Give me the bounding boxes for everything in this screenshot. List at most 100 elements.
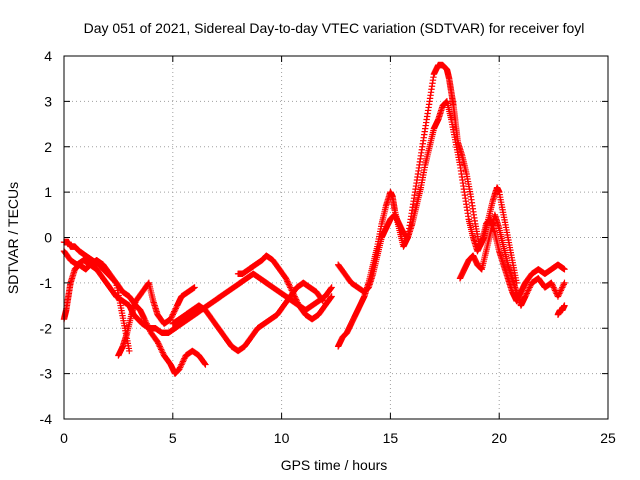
data-point bbox=[141, 315, 148, 323]
data-point bbox=[294, 299, 301, 306]
data-point bbox=[293, 297, 301, 305]
data-point bbox=[551, 287, 559, 294]
data-point bbox=[290, 291, 298, 299]
x-tick-label: 10 bbox=[274, 430, 290, 446]
x-tick-label: 0 bbox=[60, 430, 68, 446]
data-point bbox=[169, 311, 176, 318]
data-point bbox=[179, 358, 187, 365]
y-tick-label: 1 bbox=[44, 184, 52, 200]
tick-marks bbox=[63, 55, 609, 420]
data-point bbox=[202, 361, 209, 368]
data-point bbox=[159, 349, 166, 356]
data-point bbox=[555, 291, 562, 299]
data-point bbox=[292, 296, 300, 303]
y-axis-label: SDTVAR / TECUs bbox=[5, 182, 21, 294]
data-point bbox=[327, 294, 335, 301]
data-point bbox=[167, 315, 174, 323]
x-axis-label: GPS time / hours bbox=[281, 457, 388, 473]
data-point bbox=[527, 282, 534, 290]
data-point bbox=[561, 279, 568, 287]
data-point bbox=[319, 296, 326, 304]
data-point bbox=[156, 343, 163, 350]
data-point bbox=[559, 284, 566, 291]
data-point bbox=[561, 302, 568, 309]
x-tick-label: 20 bbox=[491, 430, 507, 446]
data-point bbox=[191, 284, 198, 291]
data-point bbox=[560, 281, 567, 288]
data-point bbox=[176, 365, 183, 373]
data-point bbox=[179, 359, 186, 367]
data-point bbox=[523, 290, 530, 297]
data-point bbox=[556, 288, 564, 296]
data-point bbox=[158, 347, 166, 355]
data-point bbox=[328, 284, 335, 291]
data-point bbox=[561, 266, 568, 273]
data-point bbox=[558, 285, 565, 293]
data-point bbox=[284, 279, 292, 287]
data-point bbox=[549, 282, 557, 290]
y-tick-label: -1 bbox=[40, 275, 53, 291]
y-tick-labels: 4 3 2 1 0 -1 -2 -3 -4 bbox=[40, 48, 53, 427]
y-tick-label: 4 bbox=[44, 48, 52, 64]
data-point bbox=[290, 290, 297, 297]
x-tick-label: 25 bbox=[600, 430, 616, 446]
data-point bbox=[327, 285, 335, 292]
data-point bbox=[154, 338, 161, 346]
data-point bbox=[522, 293, 529, 300]
data-point bbox=[556, 290, 563, 297]
data-point bbox=[524, 288, 531, 296]
data-points bbox=[60, 61, 568, 377]
data-point bbox=[168, 314, 175, 321]
data-point bbox=[548, 279, 555, 287]
data-point bbox=[282, 275, 290, 282]
y-tick-label: 0 bbox=[44, 230, 52, 246]
data-point bbox=[288, 287, 295, 294]
data-point bbox=[170, 309, 177, 317]
data-point bbox=[157, 344, 164, 352]
y-tick-label: -4 bbox=[40, 411, 53, 427]
data-point bbox=[201, 360, 208, 367]
data-point bbox=[286, 282, 293, 290]
data-point bbox=[171, 308, 178, 315]
data-point bbox=[284, 278, 291, 285]
x-tick-label: 15 bbox=[383, 430, 399, 446]
data-point bbox=[557, 287, 565, 294]
data-point bbox=[176, 364, 184, 371]
data-point bbox=[157, 346, 165, 353]
x-tick-label: 5 bbox=[169, 430, 177, 446]
data-point bbox=[155, 340, 162, 347]
data-point bbox=[548, 281, 556, 288]
data-point bbox=[559, 282, 567, 290]
data-point bbox=[180, 356, 187, 364]
x-tick-labels: 0 5 10 15 20 25 bbox=[60, 430, 616, 446]
y-tick-label: 2 bbox=[44, 139, 52, 155]
y-tick-label: -3 bbox=[40, 366, 53, 382]
y-tick-label: 3 bbox=[44, 93, 52, 109]
data-point bbox=[289, 288, 296, 296]
data-point bbox=[287, 285, 295, 293]
data-point bbox=[287, 284, 294, 291]
data-point bbox=[551, 285, 558, 293]
data-point bbox=[172, 305, 179, 312]
data-point bbox=[155, 341, 163, 349]
data-point bbox=[554, 293, 562, 300]
data-point bbox=[526, 284, 533, 291]
data-point bbox=[168, 312, 176, 320]
data-point bbox=[283, 276, 290, 284]
data-point bbox=[126, 347, 133, 355]
grid-layer bbox=[64, 56, 608, 419]
y-tick-label: -2 bbox=[40, 320, 53, 336]
chart-title: Day 051 of 2021, Sidereal Day-to-day VTE… bbox=[84, 20, 585, 36]
data-point bbox=[328, 293, 335, 300]
data-point bbox=[292, 294, 299, 302]
data-point bbox=[285, 281, 293, 288]
data-point bbox=[525, 285, 533, 293]
data-point bbox=[550, 284, 557, 291]
data-point bbox=[522, 291, 530, 299]
data-point bbox=[181, 355, 188, 362]
data-point bbox=[171, 306, 179, 314]
data-point bbox=[525, 287, 532, 294]
data-point bbox=[112, 278, 119, 286]
data-point bbox=[291, 293, 298, 300]
